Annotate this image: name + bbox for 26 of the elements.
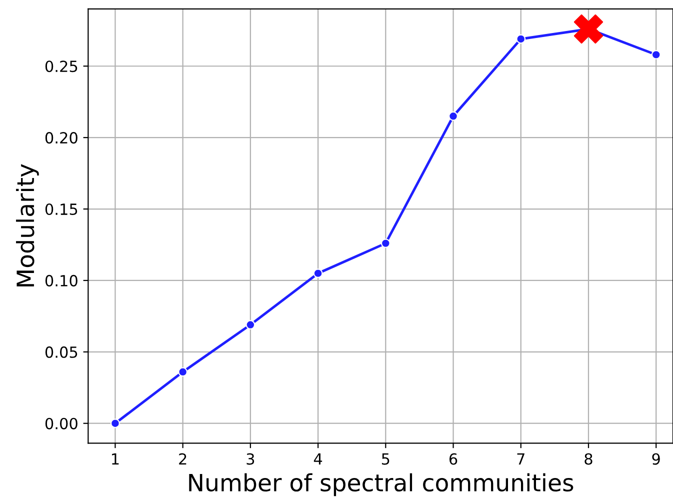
point bbox=[380, 238, 390, 248]
point bbox=[110, 418, 120, 428]
x-tick-label: 9 bbox=[652, 453, 660, 465]
x-tick-label: 3 bbox=[246, 453, 254, 465]
y-tick-label: 0.05 bbox=[45, 346, 78, 358]
x-tick-label: 6 bbox=[449, 453, 458, 465]
x-tick-label: 2 bbox=[179, 453, 186, 465]
x-axis-title: Number of spectral communities bbox=[189, 473, 574, 496]
point bbox=[448, 111, 458, 121]
y-axis-title: Modularity bbox=[16, 164, 39, 286]
point bbox=[574, 14, 604, 44]
y-tick-label: 0.15 bbox=[45, 203, 78, 216]
point bbox=[313, 268, 323, 278]
y-tick-label: 0.10 bbox=[45, 274, 78, 286]
x-tick-label: 5 bbox=[382, 453, 390, 465]
y-tick-label: 0.00 bbox=[45, 418, 78, 430]
point bbox=[178, 367, 188, 377]
y-tick-label: 0.20 bbox=[45, 132, 78, 144]
x-tick-label: 4 bbox=[314, 453, 322, 465]
point bbox=[651, 50, 661, 60]
x-tick-label: 8 bbox=[584, 453, 592, 465]
point bbox=[516, 34, 526, 44]
point bbox=[246, 320, 256, 330]
x-tick-label: 7 bbox=[517, 453, 524, 465]
x-tick-label: 1 bbox=[112, 453, 119, 465]
y-tick-label: 0.25 bbox=[45, 60, 78, 72]
